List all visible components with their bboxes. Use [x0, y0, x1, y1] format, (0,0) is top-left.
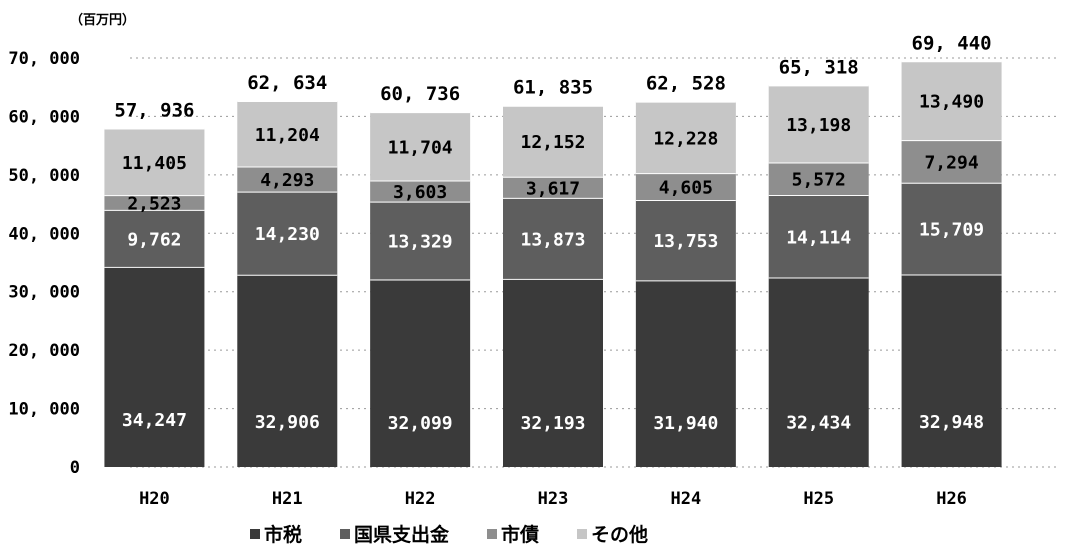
segment-value-label: 14,114	[786, 227, 851, 248]
bar-total-label: 65, 318	[779, 56, 859, 78]
bar-segment	[104, 266, 205, 467]
segment-value-label: 3,603	[393, 182, 447, 203]
bar-segment	[237, 101, 338, 167]
legend-label: 国県支出金	[354, 524, 450, 546]
segment-value-label: 34,247	[122, 410, 187, 431]
segment-value-label: 32,099	[388, 413, 453, 434]
x-category-label: H26	[936, 489, 967, 509]
bar-segment	[901, 182, 1002, 275]
segment-value-label: 2,523	[127, 193, 181, 214]
x-category-label: H20	[139, 489, 170, 509]
x-category-label: H21	[272, 489, 303, 509]
x-category-label: H22	[405, 489, 436, 509]
bar-total-label: 62, 634	[247, 72, 327, 94]
legend-item-city-tax: 市税	[250, 520, 302, 547]
bar-total-label: 69, 440	[912, 32, 992, 54]
segment-value-label: 31,940	[653, 413, 718, 434]
bar-segment	[635, 101, 736, 174]
legend-label: 市税	[264, 524, 303, 546]
segment-value-label: 11,405	[122, 153, 187, 174]
bar-segment	[635, 173, 736, 201]
x-category-label: H24	[670, 489, 701, 509]
y-tick-label: 10, 000	[8, 400, 80, 420]
bar-segment	[104, 128, 205, 196]
segment-value-label: 13,198	[786, 115, 851, 136]
bar-segment	[635, 280, 736, 467]
bar-segment	[503, 278, 603, 467]
legend-label: 市債	[501, 524, 540, 546]
bar-segment	[370, 201, 471, 280]
bar-segment	[370, 112, 471, 181]
segment-value-label: 12,228	[653, 128, 718, 149]
legend-item-subsidies: 国県支出金	[340, 520, 449, 547]
legend-item-municipal-bonds: 市債	[487, 520, 539, 547]
segment-value-label: 32,906	[255, 412, 320, 433]
y-tick-label: 70, 000	[8, 49, 80, 69]
segment-value-label: 13,753	[653, 231, 718, 252]
segment-value-label: 32,434	[786, 413, 851, 434]
bar-total-label: 57, 936	[114, 99, 194, 121]
bar-segment	[503, 197, 603, 279]
y-tick-label: 0	[70, 458, 80, 478]
bar-segment	[901, 61, 1002, 141]
segment-value-label: 11,204	[255, 125, 320, 146]
bar-segment	[104, 209, 205, 267]
legend-item-other: その他	[577, 520, 648, 547]
bar-segment	[768, 85, 869, 163]
y-axis: 0 10, 000 20, 000 30, 000 40, 000 50, 000 60, …	[8, 49, 80, 478]
bar-segment	[503, 176, 603, 198]
bar-total-label: 61, 835	[513, 77, 593, 99]
legend-swatch	[577, 528, 588, 539]
legend-swatch	[250, 528, 260, 539]
segment-value-label: 32,193	[520, 413, 585, 434]
bar-segment	[237, 166, 338, 192]
bar-total-label: 60, 736	[380, 83, 460, 105]
legend-swatch	[487, 528, 498, 539]
segment-value-label: 11,704	[388, 137, 453, 158]
bar-total-label: 62, 528	[646, 73, 726, 95]
segment-value-label: 5,572	[792, 170, 846, 191]
bar-segment	[370, 279, 471, 467]
y-tick-label: 40, 000	[8, 224, 80, 244]
y-tick-label: 60, 000	[8, 107, 80, 127]
bar-segment	[768, 195, 869, 278]
bar-segment	[768, 162, 869, 196]
segment-value-label: 12,152	[520, 132, 585, 153]
legend-label: その他	[591, 524, 649, 546]
segment-value-label: 4,605	[659, 178, 713, 199]
segment-value-label: 13,873	[520, 229, 585, 250]
legend: 市税 国県支出金 市債 その他	[250, 520, 648, 547]
y-tick-label: 50, 000	[8, 166, 80, 186]
segment-value-label: 13,329	[388, 232, 453, 253]
bar-segment	[768, 277, 869, 467]
segment-value-label: 4,293	[260, 170, 314, 191]
x-category-label: H25	[803, 489, 834, 509]
bar-segment	[503, 105, 603, 177]
y-tick-label: 20, 000	[8, 341, 80, 361]
bars: 34,247 9,762 2,523 11,405 57, 936 32,906 14,23…	[104, 32, 1002, 467]
y-tick-label: 30, 000	[8, 283, 80, 303]
bar-segment	[901, 274, 1002, 467]
segment-value-label: 14,230	[255, 224, 320, 245]
segment-value-label: 9,762	[127, 229, 181, 250]
x-axis: H20 H21 H22 H23 H24 H25 H26	[139, 489, 967, 509]
segment-value-label: 7,294	[924, 152, 978, 173]
segment-value-label: 13,490	[919, 92, 984, 113]
unit-label: （百万円）	[70, 12, 135, 28]
bar-segment	[901, 140, 1002, 183]
segment-value-label: 15,709	[919, 220, 984, 241]
bar-segment	[104, 195, 205, 210]
x-category-label: H23	[538, 489, 569, 509]
bar-segment	[370, 180, 471, 202]
bar-segment	[635, 200, 736, 281]
legend-swatch	[340, 528, 351, 539]
bar-segment	[237, 191, 338, 275]
bar-segment	[237, 274, 338, 467]
segment-value-label: 3,617	[526, 178, 580, 199]
segment-value-label: 32,948	[919, 412, 984, 433]
